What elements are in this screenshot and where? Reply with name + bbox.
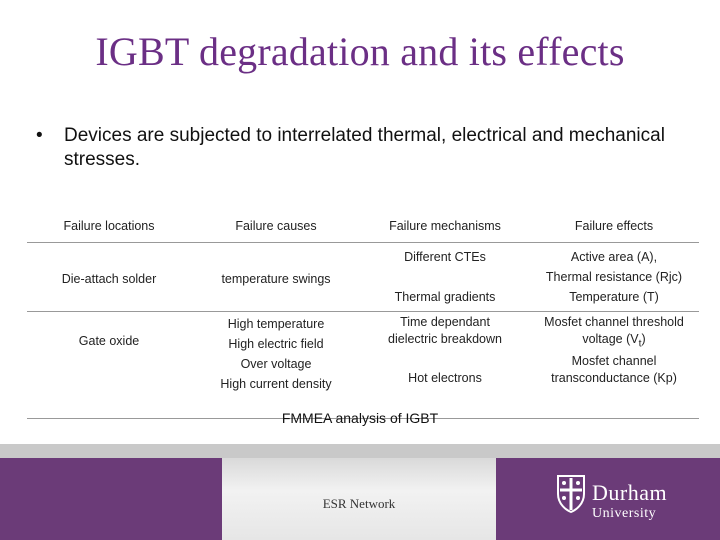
mechanism-item: Different CTEs — [404, 250, 486, 264]
logo-subtitle: University — [592, 506, 657, 521]
footer-text: ESR Network — [322, 496, 396, 511]
bullet-text: Devices are subjected to interrelated th… — [64, 125, 665, 170]
effect-item: Mosfet channel transconductance (Kp) — [551, 353, 677, 385]
cause-item: High current density — [220, 377, 332, 391]
cell-causes: High temperature High electric field Ove… — [191, 311, 361, 419]
cell-location: Gate oxide — [27, 311, 191, 419]
effect-item: Temperature (T) — [569, 290, 659, 304]
cell-effects: Active area (A), Thermal resistance (Rjc… — [529, 242, 699, 312]
mechanism-item: Hot electrons — [408, 371, 482, 385]
header-failure-effects: Failure effects — [529, 210, 699, 243]
table-header-row: Failure locations Failure causes Failure… — [27, 210, 699, 243]
cell-mechanisms: Time dependant dielectric breakdown Hot … — [361, 311, 529, 419]
table-row: Gate oxide High temperature High electri… — [27, 311, 699, 419]
effect-item: Active area (A), — [570, 250, 658, 264]
mechanism-item: Thermal gradients — [394, 290, 496, 304]
effect-item: Thermal resistance (Rjc) — [545, 270, 683, 284]
header-failure-causes: Failure causes — [191, 210, 361, 243]
effect-subscript: t — [638, 338, 642, 350]
fmmea-table: Failure locations Failure causes Failure… — [27, 210, 699, 419]
effect-text: ) — [641, 332, 646, 346]
slide-title: IGBT degradation and its effects — [95, 29, 625, 74]
effect-item: Mosfet channel threshold voltage (Vt) — [529, 314, 699, 353]
table-caption: FMMEA analysis of IGBT — [281, 410, 439, 426]
footer-grey-band — [0, 444, 720, 458]
cell-cause: temperature swings — [191, 242, 361, 312]
header-failure-locations: Failure locations — [27, 210, 191, 243]
bullet-marker: • — [36, 125, 43, 146]
cause-item: High temperature — [227, 317, 325, 331]
effect-text: Mosfet channel threshold voltage (V — [544, 315, 684, 346]
footer-center-box — [222, 458, 496, 540]
table-row: Die-attach solder temperature swings Dif… — [27, 242, 699, 312]
mechanism-item: Time dependant dielectric breakdown — [388, 315, 502, 346]
crest-icon — [557, 475, 585, 514]
cause-item: Over voltage — [240, 357, 312, 371]
header-failure-mechanisms: Failure mechanisms — [361, 210, 529, 243]
logo-name: Durham — [592, 480, 668, 505]
bullet-point: • Devices are subjected to interrelated … — [36, 124, 676, 172]
university-logo: Durham University — [556, 474, 696, 526]
cell-location: Die-attach solder — [27, 242, 191, 312]
cell-effects: Mosfet channel threshold voltage (Vt) Mo… — [529, 311, 699, 419]
cell-mechanisms: Different CTEs Thermal gradients — [361, 242, 529, 312]
cause-item: High electric field — [228, 337, 324, 351]
